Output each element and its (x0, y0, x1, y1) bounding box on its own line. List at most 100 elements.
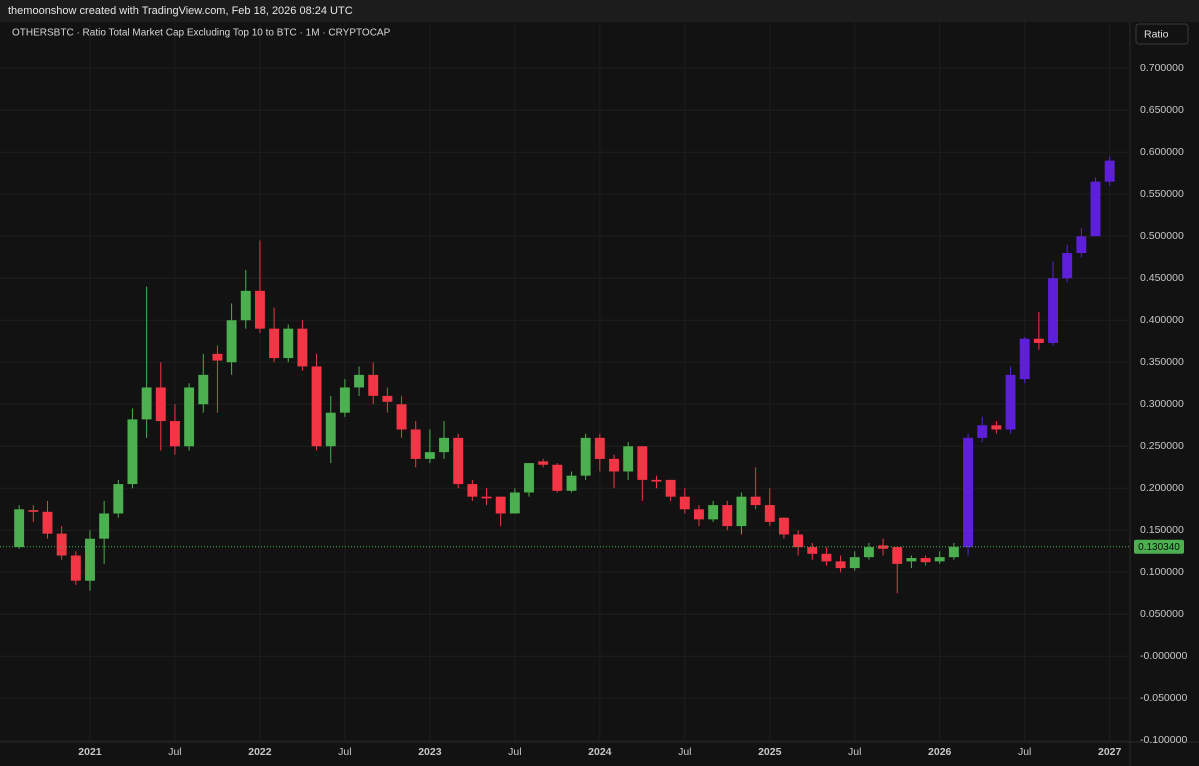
candle-body (509, 492, 520, 514)
candle-body (339, 387, 350, 413)
candle-body (99, 513, 110, 539)
y-tick-label: 0.500000 (1140, 230, 1184, 242)
candle-body (169, 421, 180, 447)
candle-body (141, 387, 152, 420)
candle-body (1104, 160, 1115, 182)
candle-body (56, 533, 67, 556)
candle-body (28, 510, 39, 512)
scale-button-label[interactable]: Ratio (1144, 28, 1169, 40)
candle-body (637, 446, 648, 480)
candle-body (113, 484, 124, 514)
candle-body (609, 458, 619, 472)
y-tick-label: 0.050000 (1140, 608, 1184, 620)
y-tick-label: 0.250000 (1140, 440, 1184, 452)
candle-body (538, 461, 549, 465)
last-price-label: 0.130340 (1138, 542, 1180, 553)
candle-body (566, 475, 577, 491)
candle-body (708, 505, 719, 520)
x-tick-label: Jul (338, 746, 351, 758)
candle-body (524, 463, 534, 493)
candle-body (42, 511, 53, 534)
scale-button[interactable] (1135, 23, 1189, 45)
y-tick-label: 0.200000 (1140, 482, 1184, 494)
candle-body (240, 290, 251, 321)
candle-body (212, 353, 223, 361)
candle-body (863, 547, 874, 558)
x-tick-label: 2022 (248, 746, 272, 758)
candle-body (679, 496, 690, 510)
candle-body (778, 517, 789, 535)
candle-body (1019, 338, 1030, 380)
candle-body (254, 290, 265, 329)
candle-body (948, 546, 959, 558)
candle-body (991, 425, 1002, 430)
candle-body (368, 374, 379, 396)
candle-body (963, 437, 974, 548)
y-tick-label: -0.050000 (1140, 692, 1187, 704)
candle-body (821, 553, 832, 562)
x-tick-label: Jul (508, 746, 521, 758)
candle-body (793, 534, 804, 548)
candle-body (849, 557, 860, 569)
x-tick-label: 2027 (1098, 746, 1122, 758)
candle-body (594, 437, 605, 459)
candle-body (651, 479, 662, 482)
y-tick-label: 0.350000 (1140, 356, 1184, 368)
candle-body (736, 496, 747, 527)
x-tick-label: 2026 (928, 746, 952, 758)
y-tick-label: 0.600000 (1140, 146, 1184, 158)
legend-text: OTHERSBTC · Ratio Total Market Cap Exclu… (12, 28, 391, 39)
candle-body (878, 545, 889, 549)
candle-body (977, 425, 988, 438)
candle-body (1048, 278, 1058, 343)
candle-body (764, 505, 775, 522)
x-tick-label: 2025 (758, 746, 782, 758)
y-tick-label: 0.100000 (1140, 566, 1184, 578)
candle-body (1033, 338, 1044, 343)
candle-body (396, 404, 407, 430)
x-tick-label: Jul (1018, 746, 1031, 758)
y-tick-label: 0.400000 (1140, 314, 1184, 326)
header: themoonshow created with TradingView.com… (0, 0, 1199, 22)
x-tick-label: Jul (168, 746, 181, 758)
candle-body (495, 496, 506, 514)
candle-body (665, 479, 676, 497)
candle-body (410, 429, 421, 459)
candle-body (722, 505, 733, 527)
candle-body (269, 328, 280, 359)
candle-body (580, 437, 591, 476)
y-tick-label: 0.150000 (1140, 524, 1184, 536)
candle-body (920, 558, 931, 563)
candle-body (311, 366, 322, 447)
candle-body (467, 484, 478, 497)
candle-body (934, 557, 945, 562)
candle-body (155, 387, 166, 422)
y-tick-label: -0.000000 (1140, 650, 1187, 662)
candle-body (354, 374, 365, 388)
candle-body (283, 328, 294, 359)
candle-body (552, 464, 563, 491)
candle-body (623, 446, 634, 472)
candle-body (439, 437, 449, 453)
last-price-box (1134, 539, 1184, 554)
candle-body (85, 538, 95, 581)
candle-body (1062, 253, 1073, 279)
candle-body (424, 452, 435, 459)
x-tick-label: 2024 (588, 746, 612, 758)
candle-body (1005, 374, 1016, 430)
candle-body (807, 547, 818, 554)
candle-body (382, 395, 393, 402)
candle-body (198, 374, 209, 405)
candle-body (184, 387, 195, 447)
y-tick-label: 0.650000 (1140, 104, 1184, 116)
y-tick-label: 0.450000 (1140, 272, 1184, 284)
y-tick-label: -0.100000 (1140, 734, 1187, 746)
candle-body (453, 437, 464, 485)
candle-body (1090, 181, 1101, 237)
candle-body (694, 509, 704, 520)
x-tick-label: Jul (848, 746, 861, 758)
candle-body (1076, 236, 1087, 254)
x-tick-label: 2021 (78, 746, 102, 758)
y-tick-label: 0.700000 (1140, 62, 1184, 74)
candle-body (297, 328, 308, 367)
